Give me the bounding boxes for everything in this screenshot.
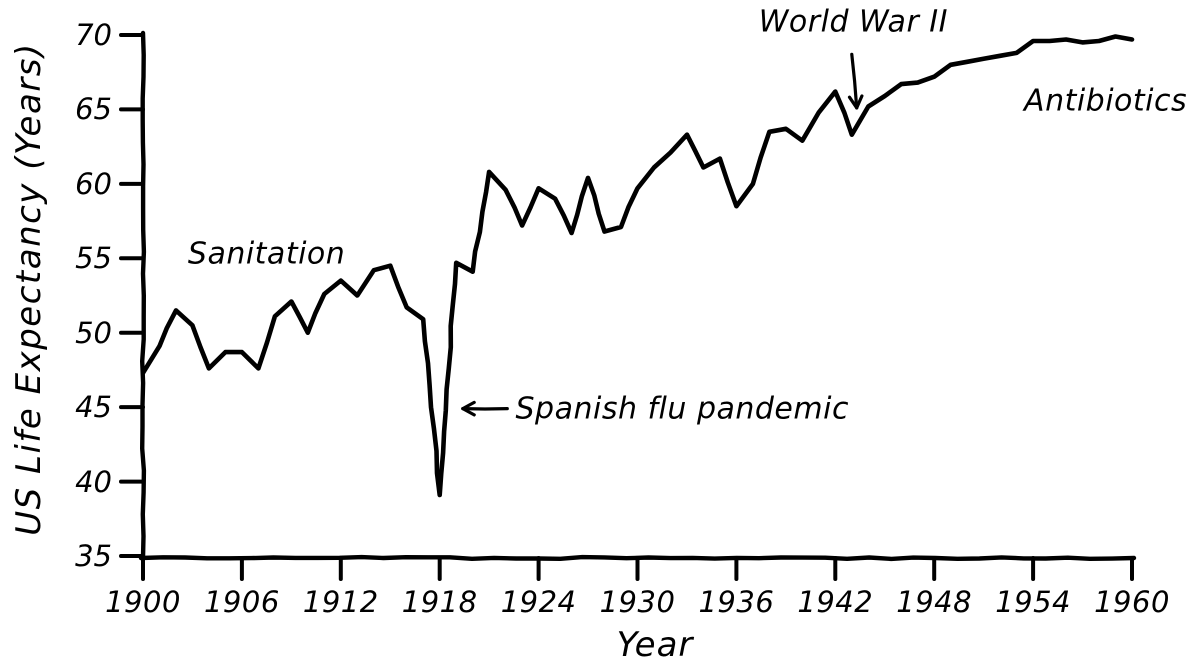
annotation-antibiotics: Antibiotics [1024, 83, 1188, 118]
y-axis-title: US Life Expectancy (Years) [9, 42, 49, 536]
x-tick-label: 1918 [401, 585, 478, 619]
x-tick-label: 1954 [995, 585, 1071, 619]
x-tick-label: 1942 [797, 585, 874, 619]
x-tick-label: 1960 [1094, 585, 1170, 619]
x-tick-label: 1912 [302, 585, 379, 619]
x-tick-label: 1924 [500, 585, 577, 619]
y-tick-label: 40 [75, 464, 112, 499]
y-tick-label: 65 [75, 92, 112, 127]
annotation-sanitation: Sanitation [187, 236, 346, 272]
life-expectancy-line [140, 34, 1135, 498]
y-axis-line [140, 30, 147, 561]
x-tick-label: 1900 [105, 585, 181, 619]
x-tick-label: 1948 [896, 585, 973, 619]
x-axis-title: Year [616, 625, 694, 665]
y-tick-label: 55 [75, 241, 112, 276]
y-tick-label: 35 [75, 539, 112, 573]
arrowhead-icon-spanish-flu [461, 400, 476, 417]
arrowhead-icon-world-war-ii [847, 94, 864, 110]
y-tick-label: 45 [75, 390, 112, 425]
axis-tick-marks [119, 33, 1134, 581]
x-tick-label: 1930 [599, 585, 676, 619]
x-tick-label: 1906 [203, 585, 280, 619]
y-tick-label: 50 [75, 315, 112, 350]
y-tick-label: 70 [75, 18, 112, 52]
x-tick-label: 1936 [698, 585, 775, 619]
arrow-line-world-war-ii [850, 52, 859, 110]
annotation-world-war-ii: World War II [758, 4, 949, 40]
annotation-spanish-flu: Spanish flu pandemic [515, 391, 849, 427]
y-tick-label: 60 [75, 166, 112, 201]
